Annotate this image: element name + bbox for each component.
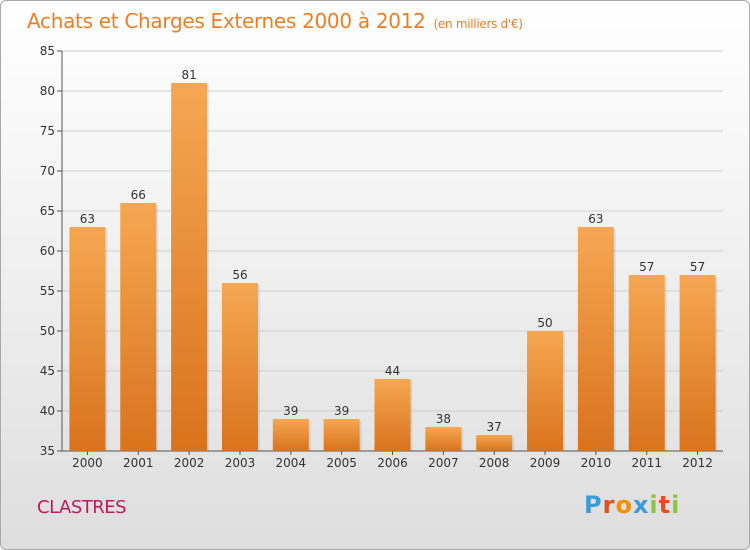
bar xyxy=(221,283,258,451)
subtitle-text: (en milliers d'€) xyxy=(433,17,523,31)
bar xyxy=(69,227,106,451)
bar-value-label: 37 xyxy=(487,420,502,434)
bar-value-label: 66 xyxy=(131,188,146,202)
x-tick-label: 2004 xyxy=(276,456,307,470)
y-tick-label: 60 xyxy=(40,244,55,258)
bar xyxy=(679,275,716,451)
title-text: Achats et Charges Externes 2000 à 2012 xyxy=(27,9,426,33)
bar-value-label: 81 xyxy=(181,68,196,82)
bar xyxy=(120,203,157,451)
bar-value-label: 63 xyxy=(588,212,603,226)
x-tick-label: 2008 xyxy=(479,456,510,470)
x-tick-label: 2011 xyxy=(631,456,662,470)
y-tick-label: 40 xyxy=(40,404,55,418)
bar-value-label: 50 xyxy=(537,316,552,330)
bar xyxy=(527,331,564,451)
y-tick-label: 50 xyxy=(40,324,55,338)
bar-value-label: 56 xyxy=(232,268,247,282)
bar xyxy=(425,427,462,451)
brand-letter: o xyxy=(615,491,633,519)
y-tick-label: 75 xyxy=(40,124,55,138)
x-tick-label: 2006 xyxy=(377,456,408,470)
commune-name: CLASTRES xyxy=(37,497,127,518)
bar xyxy=(577,227,614,451)
bar-value-label: 39 xyxy=(334,404,349,418)
y-tick-label: 70 xyxy=(40,164,55,178)
brand-letter: x xyxy=(632,491,650,519)
x-tick-label: 2000 xyxy=(72,456,103,470)
x-tick-label: 2001 xyxy=(123,456,154,470)
bar xyxy=(171,83,208,451)
brand-letter: i xyxy=(649,491,659,519)
y-tick-label: 80 xyxy=(40,84,55,98)
bar-value-label: 57 xyxy=(639,260,654,274)
y-tick-label: 35 xyxy=(40,444,55,458)
x-tick-label: 2002 xyxy=(174,456,205,470)
bar xyxy=(476,435,513,451)
bar xyxy=(628,275,665,451)
brand-letter: t xyxy=(658,491,672,519)
brand-letter: r xyxy=(602,491,616,519)
bar-value-label: 38 xyxy=(436,412,451,426)
bar-value-label: 39 xyxy=(283,404,298,418)
bar xyxy=(374,379,411,451)
x-tick-label: 2003 xyxy=(225,456,256,470)
x-tick-label: 2012 xyxy=(682,456,713,470)
bar xyxy=(323,419,360,451)
y-tick-label: 45 xyxy=(40,364,55,378)
x-tick-label: 2010 xyxy=(581,456,612,470)
bar xyxy=(272,419,309,451)
brand-letter: P xyxy=(584,491,603,519)
y-tick-label: 55 xyxy=(40,284,55,298)
bar-value-label: 57 xyxy=(690,260,705,274)
x-tick-label: 2009 xyxy=(530,456,561,470)
y-tick-label: 85 xyxy=(40,44,55,58)
x-tick-label: 2007 xyxy=(428,456,459,470)
bar-value-label: 63 xyxy=(80,212,95,226)
brand-letter: i xyxy=(671,491,681,519)
bar-value-label: 44 xyxy=(385,364,400,378)
chart-title: Achats et Charges Externes 2000 à 2012 (e… xyxy=(27,9,523,33)
brand-logo: Proxiti xyxy=(584,491,680,519)
x-tick-label: 2005 xyxy=(326,456,357,470)
y-tick-label: 65 xyxy=(40,204,55,218)
